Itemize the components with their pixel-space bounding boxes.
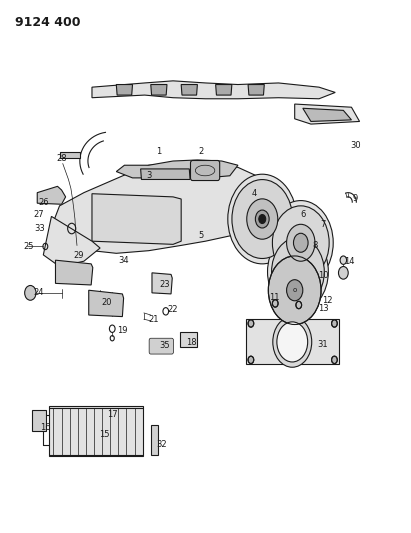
Circle shape (232, 180, 293, 259)
Text: 34: 34 (118, 256, 129, 265)
Circle shape (273, 317, 312, 367)
Circle shape (255, 210, 269, 228)
Text: 2: 2 (199, 147, 204, 156)
Text: 16: 16 (40, 423, 51, 432)
Circle shape (25, 286, 36, 300)
Text: 17: 17 (107, 410, 118, 419)
Text: 5: 5 (199, 231, 204, 240)
Polygon shape (295, 104, 360, 124)
Circle shape (259, 215, 266, 223)
Polygon shape (216, 85, 232, 95)
Text: 27: 27 (33, 211, 44, 219)
Text: 7: 7 (321, 220, 326, 229)
Bar (32, 410, 46, 431)
Polygon shape (248, 85, 264, 95)
Circle shape (248, 320, 254, 327)
Bar (246, 319, 339, 364)
Circle shape (272, 238, 324, 306)
Text: 15: 15 (99, 430, 109, 439)
Circle shape (332, 320, 337, 327)
Text: 4: 4 (252, 189, 257, 198)
Circle shape (268, 232, 328, 311)
Text: 19: 19 (117, 326, 128, 335)
Circle shape (296, 301, 302, 309)
Polygon shape (303, 108, 351, 122)
Text: 35: 35 (159, 341, 170, 350)
Polygon shape (151, 85, 167, 95)
Circle shape (228, 174, 297, 264)
Circle shape (277, 322, 308, 362)
Text: 30: 30 (350, 141, 361, 150)
Circle shape (272, 206, 329, 280)
Circle shape (286, 280, 303, 301)
Circle shape (268, 256, 321, 325)
Bar (49, 406, 143, 456)
Circle shape (248, 356, 254, 364)
Text: 23: 23 (159, 280, 170, 289)
Text: 18: 18 (186, 338, 196, 348)
Text: 10: 10 (318, 271, 328, 280)
Text: 14: 14 (344, 257, 355, 266)
Circle shape (272, 300, 278, 307)
Circle shape (340, 256, 346, 264)
Text: 26: 26 (38, 198, 48, 207)
Text: 29: 29 (74, 252, 84, 261)
Text: 31: 31 (318, 340, 328, 349)
Polygon shape (141, 169, 190, 180)
Text: 9124 400: 9124 400 (15, 16, 81, 29)
Text: 11: 11 (269, 293, 279, 302)
Text: 22: 22 (168, 305, 178, 314)
Circle shape (268, 200, 333, 285)
Bar (180, 332, 197, 346)
Text: 8: 8 (312, 241, 318, 250)
FancyBboxPatch shape (191, 160, 220, 181)
Polygon shape (37, 187, 66, 204)
Polygon shape (116, 85, 132, 95)
Text: 24: 24 (33, 288, 44, 297)
Polygon shape (92, 193, 181, 244)
Text: 20: 20 (101, 298, 111, 307)
Circle shape (247, 199, 278, 239)
Text: 6: 6 (300, 211, 305, 219)
Polygon shape (51, 164, 279, 253)
Circle shape (332, 356, 337, 364)
Polygon shape (43, 216, 100, 266)
Circle shape (293, 233, 308, 252)
Bar (151, 425, 158, 455)
Polygon shape (55, 260, 93, 285)
Text: 12: 12 (322, 296, 332, 305)
Text: 25: 25 (24, 242, 35, 251)
Text: 3: 3 (146, 171, 151, 180)
Polygon shape (116, 160, 238, 178)
Circle shape (286, 224, 315, 261)
Text: 21: 21 (148, 315, 159, 324)
Polygon shape (89, 290, 124, 317)
Text: 33: 33 (35, 224, 46, 233)
Text: 13: 13 (318, 304, 328, 313)
Text: o: o (293, 287, 297, 293)
Polygon shape (181, 85, 197, 95)
FancyBboxPatch shape (149, 338, 173, 354)
Circle shape (339, 266, 348, 279)
Polygon shape (92, 81, 335, 99)
Text: 1: 1 (156, 147, 162, 156)
Text: 28: 28 (56, 154, 67, 163)
Polygon shape (152, 273, 172, 294)
Text: 9: 9 (353, 195, 358, 204)
Bar (60, 151, 80, 158)
Text: 32: 32 (157, 440, 167, 449)
